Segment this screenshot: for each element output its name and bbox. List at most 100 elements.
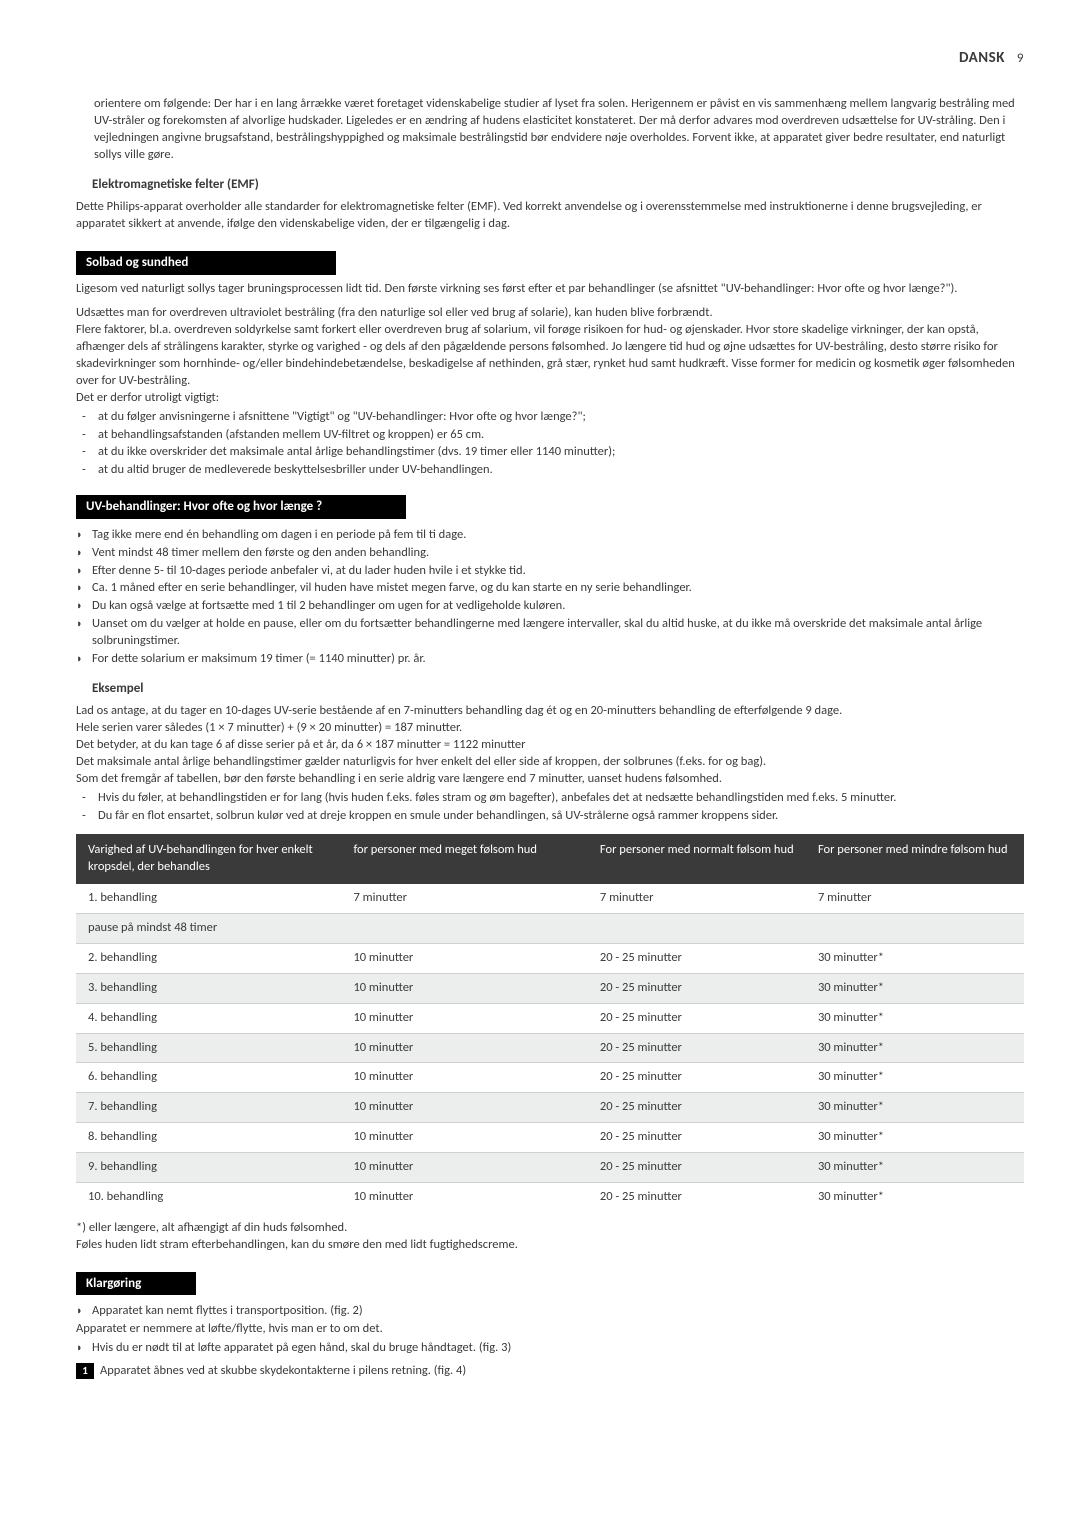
table-cell: 9. behandling xyxy=(76,1153,341,1183)
table-cell: 2. behandling xyxy=(76,943,341,973)
table-cell: 10 minutter xyxy=(341,1003,587,1033)
table-row: pause på mindst 48 timer xyxy=(76,914,1024,944)
table-cell: pause på mindst 48 timer xyxy=(76,914,341,944)
table-cell: 20 - 25 minutter xyxy=(588,1033,806,1063)
table-cell: 30 minutter* xyxy=(806,973,1024,1003)
treatment-table: Varighed af UV-behandlingen for hver enk… xyxy=(76,834,1024,1211)
eksempel-p3: Det betyder, at du kan tage 6 af disse s… xyxy=(76,737,1024,754)
emf-heading: Elektromagnetiske felter (EMF) xyxy=(92,176,1024,194)
list-item: Efter denne 5- til 10-dages periode anbe… xyxy=(76,563,1024,580)
table-cell: 30 minutter* xyxy=(806,943,1024,973)
eksempel-dashes: Hvis du føler, at behandlingstiden er fo… xyxy=(76,790,1024,825)
emf-text: Dette Philips-apparat overholder alle st… xyxy=(76,199,1024,233)
table-cell: 20 - 25 minutter xyxy=(588,973,806,1003)
klar-step-1: 1 Apparatet åbnes ved at skubbe skydekont… xyxy=(76,1363,1024,1380)
solbad-p3: Flere faktorer, bl.a. overdreven soldyrk… xyxy=(76,322,1024,390)
step-text: Apparatet åbnes ved at skubbe skydekonta… xyxy=(100,1363,466,1378)
uv-bar: UV-behandlinger: Hvor ofte og hvor længe… xyxy=(76,495,406,519)
eksempel-p5: Som det fremgår af tabellen, bør den før… xyxy=(76,771,1024,788)
klar-list-2: Hvis du er nødt til at løfte apparatet p… xyxy=(76,1340,1024,1357)
eksempel-heading: Eksempel xyxy=(92,680,1024,698)
list-item: Ca. 1 måned efter en serie behandlinger,… xyxy=(76,580,1024,597)
table-cell: 20 - 25 minutter xyxy=(588,1063,806,1093)
table-header: for personer med meget følsom hud xyxy=(341,834,587,884)
table-cell: 30 minutter* xyxy=(806,1003,1024,1033)
table-cell: 10 minutter xyxy=(341,1123,587,1153)
table-row: 1. behandling7 minutter7 minutter7 minut… xyxy=(76,884,1024,913)
table-cell: 1. behandling xyxy=(76,884,341,913)
table-cell: 3. behandling xyxy=(76,973,341,1003)
lang-label: DANSK xyxy=(959,49,1005,67)
table-cell: 10. behandling xyxy=(76,1182,341,1211)
table-cell: 10 minutter xyxy=(341,1093,587,1123)
solbad-p1: Ligesom ved naturligt sollys tager bruni… xyxy=(76,281,1024,298)
table-row: 4. behandling10 minutter20 - 25 minutter… xyxy=(76,1003,1024,1033)
table-cell: 5. behandling xyxy=(76,1033,341,1063)
table-cell: 30 minutter* xyxy=(806,1182,1024,1211)
list-item: Uanset om du vælger at holde en pause, e… xyxy=(76,616,1024,650)
list-item: For dette solarium er maksimum 19 timer … xyxy=(76,651,1024,668)
table-cell: 10 minutter xyxy=(341,1182,587,1211)
table-cell: 7 minutter xyxy=(341,884,587,913)
table-cell: 10 minutter xyxy=(341,1153,587,1183)
list-item: at du altid bruger de medleverede beskyt… xyxy=(76,462,1024,479)
table-header: Varighed af UV-behandlingen for hver enk… xyxy=(76,834,341,884)
table-cell: 8. behandling xyxy=(76,1123,341,1153)
eksempel-p2: Hele serien varer således (1 × 7 minutte… xyxy=(76,720,1024,737)
table-cell xyxy=(341,914,587,944)
table-cell: 7 minutter xyxy=(806,884,1024,913)
list-item: Du får en flot ensartet, solbrun kulør v… xyxy=(76,808,1024,825)
table-cell: 10 minutter xyxy=(341,1063,587,1093)
list-item: Vent mindst 48 timer mellem den første o… xyxy=(76,545,1024,562)
table-header: For personer med mindre følsom hud xyxy=(806,834,1024,884)
klar-bar: Klargøring xyxy=(76,1272,196,1296)
list-item: Du kan også vælge at fortsætte med 1 til… xyxy=(76,598,1024,615)
table-row: 7. behandling10 minutter20 - 25 minutter… xyxy=(76,1093,1024,1123)
table-cell: 7. behandling xyxy=(76,1093,341,1123)
table-row: 5. behandling10 minutter20 - 25 minutter… xyxy=(76,1033,1024,1063)
table-cell: 30 minutter* xyxy=(806,1153,1024,1183)
table-cell: 20 - 25 minutter xyxy=(588,1182,806,1211)
table-row: 10. behandling10 minutter20 - 25 minutte… xyxy=(76,1182,1024,1211)
table-cell: 30 minutter* xyxy=(806,1093,1024,1123)
solbad-bar: Solbad og sundhed xyxy=(76,251,336,275)
list-item: at behandlingsafstanden (afstanden melle… xyxy=(76,427,1024,444)
footnote-1: *) eller længere, alt afhængigt af din h… xyxy=(76,1220,1024,1237)
table-cell xyxy=(806,914,1024,944)
table-cell: 20 - 25 minutter xyxy=(588,1003,806,1033)
table-cell: 20 - 25 minutter xyxy=(588,1123,806,1153)
table-cell: 10 minutter xyxy=(341,1033,587,1063)
list-item: at du følger anvisningerne i afsnittene … xyxy=(76,409,1024,426)
intro-paragraph: orientere om følgende: Der har i en lang… xyxy=(94,96,1024,164)
klar-line: Apparatet er nemmere at løfte/flytte, hv… xyxy=(76,1321,1024,1338)
table-cell: 6. behandling xyxy=(76,1063,341,1093)
table-cell: 20 - 25 minutter xyxy=(588,1093,806,1123)
eksempel-p1: Lad os antage, at du tager en 10-dages U… xyxy=(76,703,1024,720)
table-row: 3. behandling10 minutter20 - 25 minutter… xyxy=(76,973,1024,1003)
table-cell xyxy=(588,914,806,944)
eksempel-p4: Det maksimale antal årlige behandlingsti… xyxy=(76,754,1024,771)
page-header: DANSK 9 xyxy=(76,48,1024,68)
klar-list-1: Apparatet kan nemt flyttes i transportpo… xyxy=(76,1303,1024,1320)
table-row: 9. behandling10 minutter20 - 25 minutter… xyxy=(76,1153,1024,1183)
table-cell: 20 - 25 minutter xyxy=(588,943,806,973)
table-header: For personer med normalt følsom hud xyxy=(588,834,806,884)
table-cell: 7 minutter xyxy=(588,884,806,913)
table-cell: 10 minutter xyxy=(341,943,587,973)
list-item: Hvis du føler, at behandlingstiden er fo… xyxy=(76,790,1024,807)
table-row: 2. behandling10 minutter20 - 25 minutter… xyxy=(76,943,1024,973)
list-item: at du ikke overskrider det maksimale ant… xyxy=(76,444,1024,461)
table-cell: 30 minutter* xyxy=(806,1063,1024,1093)
table-cell: 20 - 25 minutter xyxy=(588,1153,806,1183)
table-cell: 30 minutter* xyxy=(806,1033,1024,1063)
table-row: 6. behandling10 minutter20 - 25 minutter… xyxy=(76,1063,1024,1093)
step-number-icon: 1 xyxy=(76,1363,94,1379)
table-cell: 4. behandling xyxy=(76,1003,341,1033)
solbad-p4: Det er derfor utroligt vigtigt: xyxy=(76,390,1024,407)
page-number: 9 xyxy=(1017,51,1024,66)
solbad-bullets: at du følger anvisningerne i afsnittene … xyxy=(76,409,1024,480)
table-row: 8. behandling10 minutter20 - 25 minutter… xyxy=(76,1123,1024,1153)
list-item: Tag ikke mere end én behandling om dagen… xyxy=(76,527,1024,544)
footnote-2: Føles huden lidt stram efterbehandlingen… xyxy=(76,1237,1024,1254)
solbad-p2: Udsættes man for overdreven ultraviolet … xyxy=(76,305,1024,322)
